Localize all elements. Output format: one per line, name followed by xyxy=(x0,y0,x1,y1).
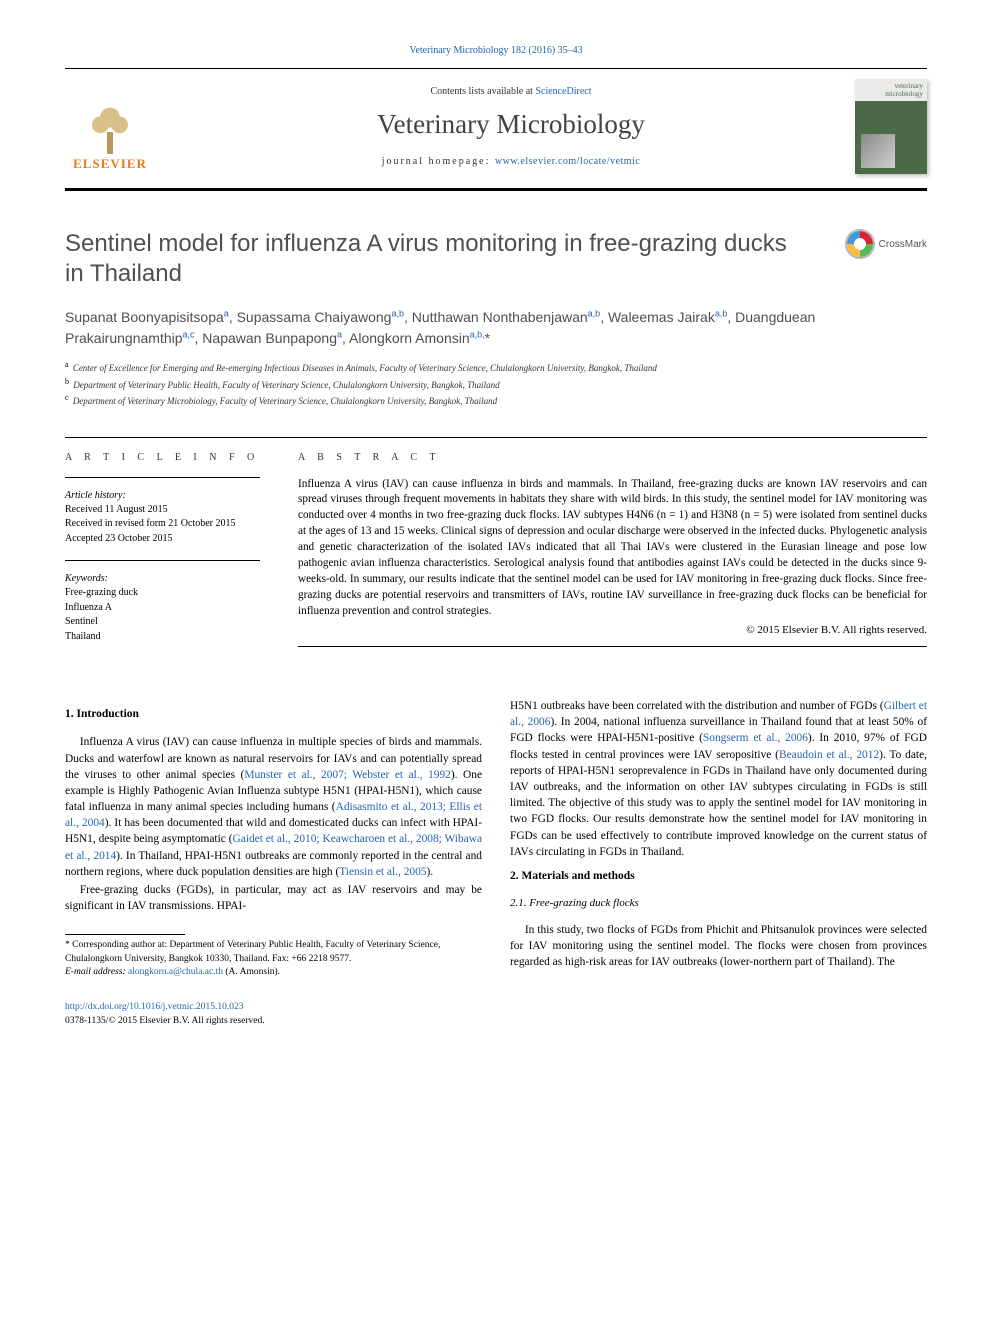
ref-tiensin[interactable]: Tiensin et al., 2005 xyxy=(339,866,426,878)
ref-beaudoin[interactable]: Beaudoin et al., 2012 xyxy=(779,749,879,761)
journal-name: Veterinary Microbiology xyxy=(167,109,855,140)
email-suffix: (A. Amonsin). xyxy=(223,967,280,977)
section-1-heading: 1. Introduction xyxy=(65,706,482,722)
abstract-text: Influenza A virus (IAV) can cause influe… xyxy=(298,477,927,620)
section-2-heading: 2. Materials and methods xyxy=(510,868,927,884)
abstract-copyright: © 2015 Elsevier B.V. All rights reserved… xyxy=(298,624,927,636)
journal-header-box: ELSEVIER Contents lists available at Sci… xyxy=(65,68,927,191)
citation-text: Veterinary Microbiology 182 (2016) 35–43 xyxy=(409,45,582,56)
intro-para-2b: H5N1 outbreaks have been correlated with… xyxy=(510,698,927,860)
intro-para-2a: Free-grazing ducks (FGDs), in particular… xyxy=(65,882,482,914)
info-divider-1 xyxy=(65,477,260,478)
footnote-separator xyxy=(65,934,185,935)
corresponding-author-footnote: * Corresponding author at: Department of… xyxy=(65,939,482,979)
corr-text: * Corresponding author at: Department of… xyxy=(65,940,440,963)
info-abstract-row: A R T I C L E I N F O Article history: R… xyxy=(65,437,927,659)
email-label: E-mail address: xyxy=(65,967,128,977)
article-title: Sentinel model for influenza A virus mon… xyxy=(65,229,805,289)
info-divider-2 xyxy=(65,560,260,561)
sciencedirect-link[interactable]: ScienceDirect xyxy=(535,86,591,97)
contents-available-line: Contents lists available at ScienceDirec… xyxy=(167,86,855,97)
ref-songserm[interactable]: Songserm et al., 2006 xyxy=(703,732,808,744)
contents-prefix: Contents lists available at xyxy=(430,86,535,97)
journal-cover-thumbnail: veterinary microbiology xyxy=(855,79,927,174)
section-2-1-heading: 2.1. Free-grazing duck flocks xyxy=(510,896,927,912)
corr-email-link[interactable]: alongkorn.a@chula.ac.th xyxy=(128,967,223,977)
intro-para-1: Influenza A virus (IAV) can cause influe… xyxy=(65,734,482,880)
running-header: Veterinary Microbiology 182 (2016) 35–43 xyxy=(65,45,927,56)
keywords-list: Free-grazing duckInfluenza ASentinelThai… xyxy=(65,586,260,644)
issn-copyright: 0378-1135/© 2015 Elsevier B.V. All right… xyxy=(65,1016,265,1026)
methods-para-1: In this study, two flocks of FGDs from P… xyxy=(510,922,927,971)
article-body: 1. Introduction Influenza A virus (IAV) … xyxy=(65,698,927,979)
crossmark-badge[interactable]: CrossMark xyxy=(845,229,927,259)
cover-image-icon xyxy=(861,134,895,168)
header-center: Contents lists available at ScienceDirec… xyxy=(167,86,855,167)
abstract-bottom-rule xyxy=(298,646,927,647)
title-block: Sentinel model for influenza A virus mon… xyxy=(65,229,927,289)
elsevier-tree-icon xyxy=(78,98,142,154)
doi-link[interactable]: http://dx.doi.org/10.1016/j.vetmic.2015.… xyxy=(65,1002,243,1012)
footnote-block: * Corresponding author at: Department of… xyxy=(65,934,482,979)
keywords-label: Keywords: xyxy=(65,573,260,584)
affiliations: a Center of Excellence for Emerging and … xyxy=(65,359,927,409)
abstract-heading: A B S T R A C T xyxy=(298,452,927,463)
article-info-heading: A R T I C L E I N F O xyxy=(65,452,260,463)
article-history: Received 11 August 2015Received in revis… xyxy=(65,503,260,547)
journal-homepage-line: journal homepage: www.elsevier.com/locat… xyxy=(167,156,855,167)
article-info-panel: A R T I C L E I N F O Article history: R… xyxy=(65,437,260,659)
homepage-prefix: journal homepage: xyxy=(382,156,495,167)
article-history-label: Article history: xyxy=(65,490,260,501)
page: Veterinary Microbiology 182 (2016) 35–43… xyxy=(0,0,992,1068)
cover-title-strip: veterinary microbiology xyxy=(855,79,927,101)
elsevier-wordmark: ELSEVIER xyxy=(73,156,147,172)
ref-munster-webster[interactable]: Munster et al., 2007; Webster et al., 19… xyxy=(244,769,451,781)
crossmark-icon xyxy=(845,229,875,259)
abstract-panel: A B S T R A C T Influenza A virus (IAV) … xyxy=(298,437,927,659)
crossmark-label: CrossMark xyxy=(879,239,927,250)
homepage-link[interactable]: www.elsevier.com/locate/vetmic xyxy=(495,156,640,167)
author-list: Supanat Boonyapisitsopaa, Supassama Chai… xyxy=(65,307,927,349)
doi-block: http://dx.doi.org/10.1016/j.vetmic.2015.… xyxy=(65,1001,927,1028)
elsevier-logo: ELSEVIER xyxy=(65,82,155,172)
